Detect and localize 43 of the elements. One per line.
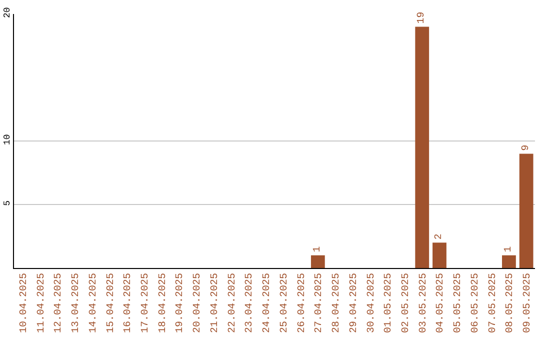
x-tick-label: 19.04.2025 (175, 273, 186, 334)
x-tick-label: 22.04.2025 (227, 273, 238, 334)
x-tick-label: 16.04.2025 (123, 273, 134, 334)
x-tick-label: 28.04.2025 (332, 273, 343, 334)
data-label: 19 (416, 12, 428, 24)
x-tick-label: 30.04.2025 (366, 273, 378, 334)
x-tick-label: 08.05.2025 (505, 273, 516, 334)
x-tick-label: 17.04.2025 (140, 273, 152, 334)
x-tick-label: 13.04.2025 (71, 273, 82, 334)
data-label: 1 (503, 246, 514, 252)
x-tick-label: 02.05.2025 (401, 273, 412, 334)
data-label: 1 (312, 246, 324, 252)
bar (519, 154, 534, 268)
x-tick-label: 26.04.2025 (296, 273, 308, 334)
y-tick-label: 10 (2, 134, 12, 146)
x-tick-label: 04.05.2025 (436, 273, 447, 334)
x-tick-label: 14.04.2025 (88, 273, 100, 334)
x-tick-label: 23.04.2025 (244, 273, 256, 334)
x-tick-label: 12.04.2025 (54, 273, 65, 334)
x-tick-label: 11.04.2025 (36, 273, 48, 334)
bar (502, 255, 516, 268)
data-label: 9 (520, 144, 532, 151)
bar (432, 242, 446, 268)
x-tick-label: 03.05.2025 (418, 273, 430, 334)
bar (415, 26, 430, 268)
x-tick-label: 24.04.2025 (262, 273, 274, 334)
x-tick-label: 06.05.2025 (470, 273, 482, 334)
x-tick-label: 15.04.2025 (106, 273, 117, 334)
x-tick-label: 01.05.2025 (384, 273, 395, 334)
x-tick-label: 18.04.2025 (158, 273, 169, 334)
x-tick-label: 09.05.2025 (522, 273, 534, 334)
x-tick-label: 21.04.2025 (210, 273, 221, 334)
y-tick-label: 5 (2, 200, 12, 206)
x-tick-label: 25.04.2025 (279, 273, 290, 334)
data-label: 2 (434, 234, 445, 240)
x-tick-label: 10.04.2025 (18, 273, 30, 334)
x-tick-label: 27.04.2025 (314, 273, 326, 334)
y-tick-label: 20 (2, 7, 12, 18)
bar (310, 255, 325, 268)
x-tick-label: 07.05.2025 (488, 273, 499, 334)
x-tick-label: 20.04.2025 (192, 273, 204, 334)
x-tick-label: 29.04.2025 (348, 273, 360, 334)
x-tick-label: 05.05.2025 (453, 273, 464, 334)
